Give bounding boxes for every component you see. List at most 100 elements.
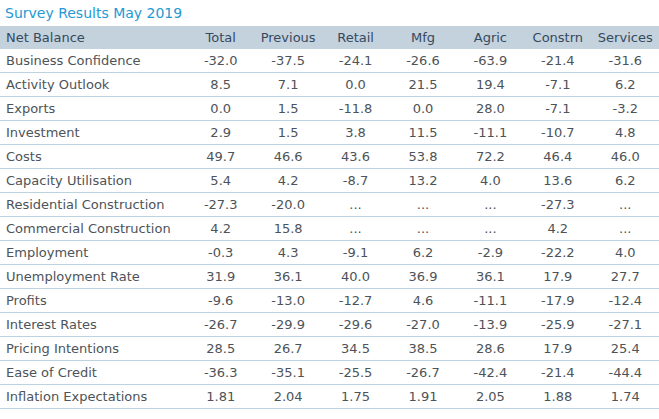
cell: -63.9 (457, 49, 524, 73)
table-row: Profits-9.6-13.0-12.74.6-11.1-17.9-12.4 (0, 289, 659, 313)
cell: -35.1 (254, 361, 321, 385)
row-label: Exports (0, 97, 187, 121)
cell: -29.9 (254, 313, 321, 337)
cell: 8.5 (187, 73, 254, 97)
table-row: Capacity Utilisation5.44.2-8.713.24.013.… (0, 169, 659, 193)
cell: 34.5 (322, 337, 389, 361)
cell: -13.0 (254, 289, 321, 313)
cell: -27.1 (592, 313, 659, 337)
cell: ... (322, 217, 389, 241)
cell: 28.6 (457, 337, 524, 361)
cell: 21.5 (389, 73, 456, 97)
cell: 2.05 (457, 385, 524, 409)
table-row: Commercial Construction4.215.8.........4… (0, 217, 659, 241)
column-header-constrn: Constrn (524, 26, 591, 49)
cell: 25.4 (592, 337, 659, 361)
cell: -26.7 (187, 313, 254, 337)
cell: 1.91 (389, 385, 456, 409)
table-body: Business Confidence-32.0-37.5-24.1-26.6-… (0, 49, 659, 409)
cell: 49.7 (187, 145, 254, 169)
cell: 28.5 (187, 337, 254, 361)
cell: -11.1 (457, 289, 524, 313)
table-row: Exports0.01.5-11.80.028.0-7.1-3.2 (0, 97, 659, 121)
cell: -29.6 (322, 313, 389, 337)
cell: -44.4 (592, 361, 659, 385)
cell: 15.8 (254, 217, 321, 241)
cell: 43.6 (322, 145, 389, 169)
cell: ... (389, 217, 456, 241)
survey-results-table: Net BalanceTotalPreviousRetailMfgAgricCo… (0, 26, 659, 409)
table-row: Costs49.746.643.653.872.246.446.0 (0, 145, 659, 169)
cell: 1.74 (592, 385, 659, 409)
table-row: Ease of Credit-36.3-35.1-25.5-26.7-42.4-… (0, 361, 659, 385)
cell: 17.9 (524, 337, 591, 361)
row-label: Costs (0, 145, 187, 169)
cell: 4.8 (592, 121, 659, 145)
cell: -7.1 (524, 73, 591, 97)
cell: 6.2 (389, 241, 456, 265)
table-header-row: Net BalanceTotalPreviousRetailMfgAgricCo… (0, 26, 659, 49)
cell: 13.6 (524, 169, 591, 193)
cell: 40.0 (322, 265, 389, 289)
cell: 4.2 (187, 217, 254, 241)
column-header-agric: Agric (457, 26, 524, 49)
table-header: Net BalanceTotalPreviousRetailMfgAgricCo… (0, 26, 659, 49)
cell: 26.7 (254, 337, 321, 361)
cell: 27.7 (592, 265, 659, 289)
table-row: Unemployment Rate31.936.140.036.936.117.… (0, 265, 659, 289)
cell: 11.5 (389, 121, 456, 145)
row-label: Profits (0, 289, 187, 313)
table-row: Inflation Expectations1.812.041.751.912.… (0, 385, 659, 409)
column-header-previous: Previous (254, 26, 321, 49)
cell: -3.2 (592, 97, 659, 121)
table-row: Activity Outlook8.57.10.021.519.4-7.16.2 (0, 73, 659, 97)
cell: 1.5 (254, 121, 321, 145)
row-label: Business Confidence (0, 49, 187, 73)
table-row: Investment2.91.53.811.5-11.1-10.74.8 (0, 121, 659, 145)
cell: -21.4 (524, 49, 591, 73)
column-header-net-balance: Net Balance (0, 26, 187, 49)
cell: ... (457, 193, 524, 217)
table-row: Residential Construction-27.3-20.0......… (0, 193, 659, 217)
table-row: Pricing Intentions28.526.734.538.528.617… (0, 337, 659, 361)
row-label: Unemployment Rate (0, 265, 187, 289)
cell: 28.0 (457, 97, 524, 121)
table-row: Employment-0.34.3-9.16.2-2.9-22.24.0 (0, 241, 659, 265)
cell: -26.7 (389, 361, 456, 385)
cell: 46.4 (524, 145, 591, 169)
cell: 4.2 (524, 217, 591, 241)
cell: 3.8 (322, 121, 389, 145)
cell: -25.9 (524, 313, 591, 337)
cell: -11.8 (322, 97, 389, 121)
cell: -27.3 (524, 193, 591, 217)
cell: 4.6 (389, 289, 456, 313)
cell: -24.1 (322, 49, 389, 73)
row-label: Investment (0, 121, 187, 145)
cell: -36.3 (187, 361, 254, 385)
cell: ... (457, 217, 524, 241)
cell: -10.7 (524, 121, 591, 145)
column-header-services: Services (592, 26, 659, 49)
cell: -17.9 (524, 289, 591, 313)
cell: 36.9 (389, 265, 456, 289)
cell: ... (592, 217, 659, 241)
cell: 4.0 (457, 169, 524, 193)
row-label: Inflation Expectations (0, 385, 187, 409)
cell: 36.1 (254, 265, 321, 289)
cell: 0.0 (187, 97, 254, 121)
column-header-total: Total (187, 26, 254, 49)
row-label: Pricing Intentions (0, 337, 187, 361)
cell: 31.9 (187, 265, 254, 289)
cell: 7.1 (254, 73, 321, 97)
cell: ... (389, 193, 456, 217)
cell: -11.1 (457, 121, 524, 145)
cell: -13.9 (457, 313, 524, 337)
cell: -12.7 (322, 289, 389, 313)
cell: 6.2 (592, 73, 659, 97)
cell: 5.4 (187, 169, 254, 193)
cell: 4.3 (254, 241, 321, 265)
cell: 4.2 (254, 169, 321, 193)
cell: -32.0 (187, 49, 254, 73)
table-row: Interest Rates-26.7-29.9-29.6-27.0-13.9-… (0, 313, 659, 337)
cell: -12.4 (592, 289, 659, 313)
